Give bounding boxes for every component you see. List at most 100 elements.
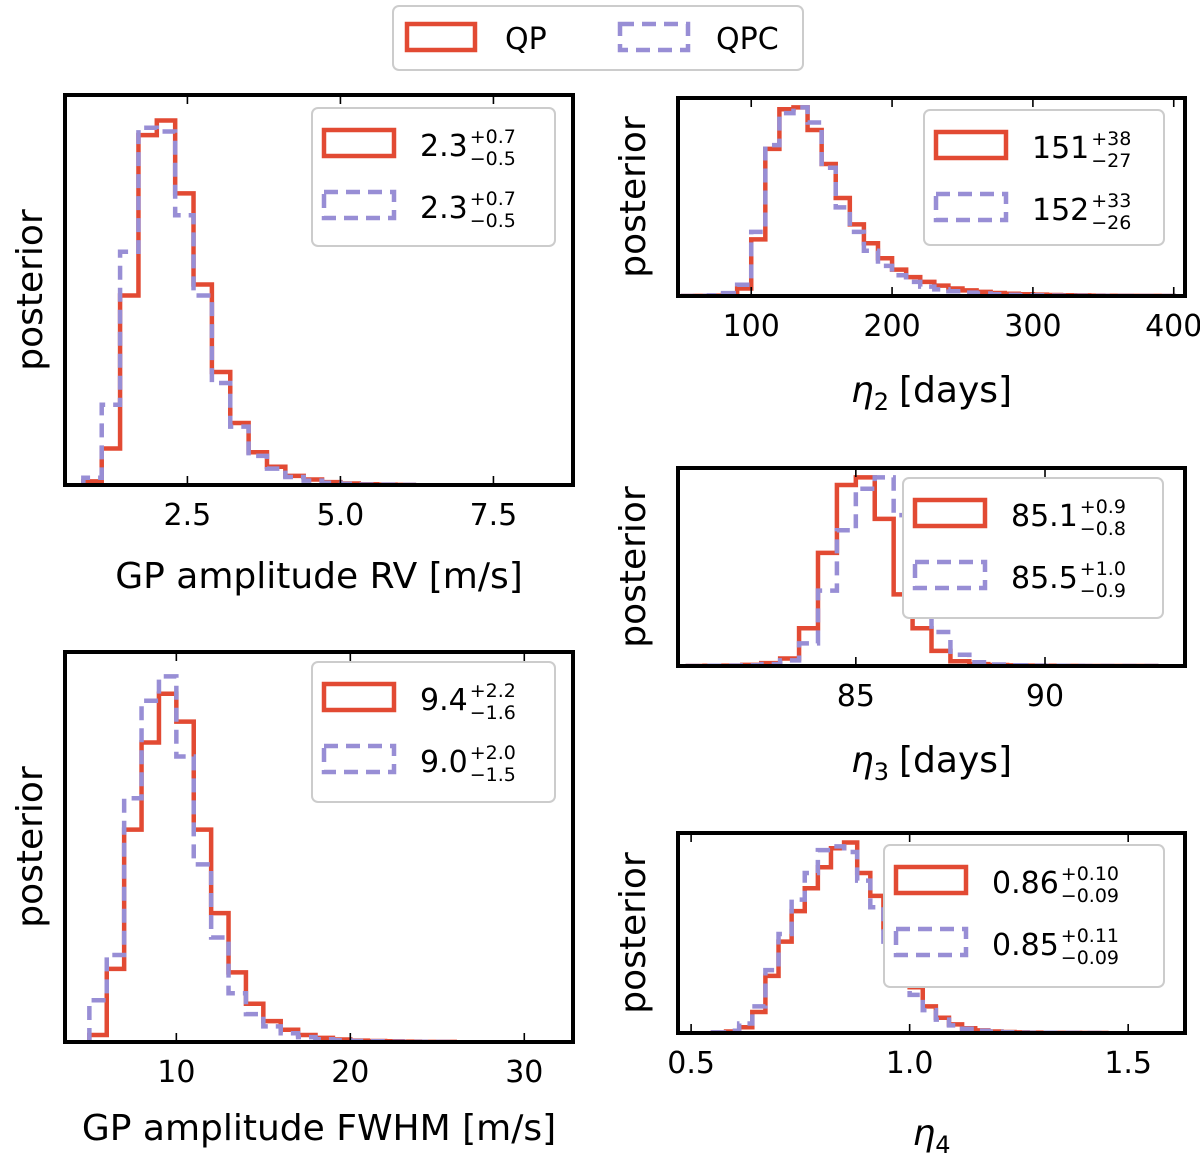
legend-value-upper-error: +33 <box>1091 190 1131 212</box>
legend-value-main: 0.85 <box>992 928 1059 963</box>
y-axis-label-eta2: posterior <box>613 116 654 278</box>
x-tick-label: 2.5 <box>164 498 212 533</box>
panel-legend-swatch-qpc <box>893 926 969 958</box>
figure-legend: QP QPC <box>392 5 804 71</box>
x-tick-label: 1.0 <box>886 1046 934 1081</box>
legend-value-upper-error: +38 <box>1091 128 1131 150</box>
legend-value-lower-error: −0.09 <box>1061 885 1119 907</box>
legend-value-main: 9.0 <box>420 745 468 780</box>
axes-frame-eta3 <box>676 466 1187 668</box>
panel-legend-swatch-qp <box>321 127 397 159</box>
legend-value-lower-error: −1.6 <box>470 702 516 724</box>
x-tick-label: 1.5 <box>1104 1046 1152 1081</box>
y-axis-label-eta4: posterior <box>613 852 654 1014</box>
legend-value-lower-error: −0.5 <box>470 210 516 232</box>
legend-value-lower-error: −0.5 <box>470 148 516 170</box>
legend-value-eta2-0: 151 +38−27 <box>1032 128 1131 172</box>
legend-value-eta3-0: 85.1 +0.9−0.8 <box>1011 496 1126 540</box>
legend-value-lower-error: −0.9 <box>1080 580 1126 602</box>
panel-legend-swatch-qp <box>321 681 397 713</box>
legend-value-rvfwhm-1: 9.0 +2.0−1.5 <box>420 742 516 786</box>
legend-value-lower-error: −0.8 <box>1080 518 1126 540</box>
histogram-qpc-rv <box>81 125 417 485</box>
panel-legend-swatch-qp <box>912 497 988 529</box>
legend-value-main: 85.1 <box>1011 499 1078 534</box>
legend-value-upper-error: +0.10 <box>1061 863 1119 885</box>
panel-legend-swatch-qpc <box>321 189 397 221</box>
axes-frame-eta4 <box>676 831 1187 1035</box>
panel-rvfwhm: 10 20 30 GP amplitude FWHM [m/s] posterior 9.… <box>10 650 575 1149</box>
legend-value-upper-error: +2.2 <box>470 680 516 702</box>
legend-value-main: 9.4 <box>420 683 468 718</box>
legend-value-eta2-1: 152 +33−26 <box>1032 190 1131 234</box>
legend-label-qp: QP <box>505 22 547 57</box>
x-tick-label: 400 <box>1145 309 1200 344</box>
panel-legend-box <box>311 661 556 803</box>
legend-value-rv-0: 2.3 +0.7−0.5 <box>420 126 516 170</box>
panel-legend-swatch-qpc <box>912 559 988 591</box>
legend-value-upper-error: +0.7 <box>470 126 516 148</box>
panel-legend-box <box>883 844 1165 988</box>
x-tick-label: 20 <box>331 1055 369 1090</box>
x-tick-label: 30 <box>505 1055 543 1090</box>
x-axis-label-eta4: η4 <box>912 1113 950 1159</box>
x-tick-label: 85 <box>837 679 875 714</box>
legend-value-eta4-0: 0.86 +0.10−0.09 <box>992 863 1119 907</box>
x-tick-label: 100 <box>723 309 780 344</box>
x-tick-label: 90 <box>1026 679 1064 714</box>
x-tick-label: 10 <box>157 1055 195 1090</box>
panel-legend-rvfwhm: 9.4 +2.2−1.69.0 +2.0−1.5 <box>311 661 556 803</box>
legend-value-rv-1: 2.3 +0.7−0.5 <box>420 188 516 232</box>
x-tick-label: 7.5 <box>470 498 518 533</box>
axes-frame-rv <box>63 93 575 487</box>
x-axis-label-eta3: η3 [days] <box>851 740 1012 786</box>
x-tick-label: 5.0 <box>317 498 365 533</box>
panel-legend-swatch-qp <box>933 129 1009 161</box>
legend-value-upper-error: +0.11 <box>1061 925 1119 947</box>
legend-value-eta3-1: 85.5 +1.0−0.9 <box>1011 558 1126 602</box>
x-axis-label-rv: GP amplitude RV [m/s] <box>115 556 523 597</box>
x-axis-label-rvfwhm: GP amplitude FWHM [m/s] <box>82 1108 556 1149</box>
legend-value-main: 2.3 <box>420 129 468 164</box>
legend-value-main: 2.3 <box>420 191 468 226</box>
legend-value-upper-error: +0.9 <box>1080 496 1126 518</box>
panel-legend-box <box>311 107 556 247</box>
legend-value-lower-error: −26 <box>1091 212 1131 234</box>
legend-value-upper-error: +0.7 <box>470 188 516 210</box>
axes-frame-eta2 <box>676 96 1187 298</box>
legend-swatch-qp <box>404 21 478 53</box>
legend-value-main: 151 <box>1032 131 1089 166</box>
legend-value-main: 85.5 <box>1011 561 1078 596</box>
panel-rv: 2.5 5.0 7.5 GP amplitude RV [m/s] posterior 2… <box>10 93 575 597</box>
panel-legend-swatch-qpc <box>321 743 397 775</box>
x-tick-label: 200 <box>863 309 920 344</box>
x-tick-label: 300 <box>1004 309 1061 344</box>
figure-legend-box <box>392 5 804 71</box>
y-axis-label-rv: posterior <box>10 209 51 371</box>
panel-legend-box <box>902 477 1164 619</box>
x-tick-label: 0.5 <box>667 1046 715 1081</box>
panel-legend-swatch-qpc <box>933 191 1009 223</box>
panel-legend-eta4: 0.86 +0.10−0.090.85 +0.11−0.09 <box>883 844 1165 988</box>
legend-value-upper-error: +1.0 <box>1080 558 1126 580</box>
legend-value-rvfwhm-0: 9.4 +2.2−1.6 <box>420 680 516 724</box>
legend-swatch-qpc <box>617 21 691 53</box>
panel-legend-box <box>923 109 1165 246</box>
legend-value-lower-error: −27 <box>1091 150 1131 172</box>
y-axis-label-eta3: posterior <box>613 486 654 648</box>
y-axis-label-rvfwhm: posterior <box>10 766 51 928</box>
legend-value-main: 0.86 <box>992 866 1059 901</box>
panel-legend-eta3: 85.1 +0.9−0.885.5 +1.0−0.9 <box>902 477 1164 619</box>
legend-value-lower-error: −1.5 <box>470 764 516 786</box>
panel-legend-swatch-qp <box>893 864 969 896</box>
x-axis-label-eta2: η2 [days] <box>851 370 1012 416</box>
axes-frame-rvfwhm <box>63 650 575 1044</box>
legend-value-main: 152 <box>1032 193 1089 228</box>
legend-value-upper-error: +2.0 <box>470 742 516 764</box>
legend-value-lower-error: −0.09 <box>1061 947 1119 969</box>
